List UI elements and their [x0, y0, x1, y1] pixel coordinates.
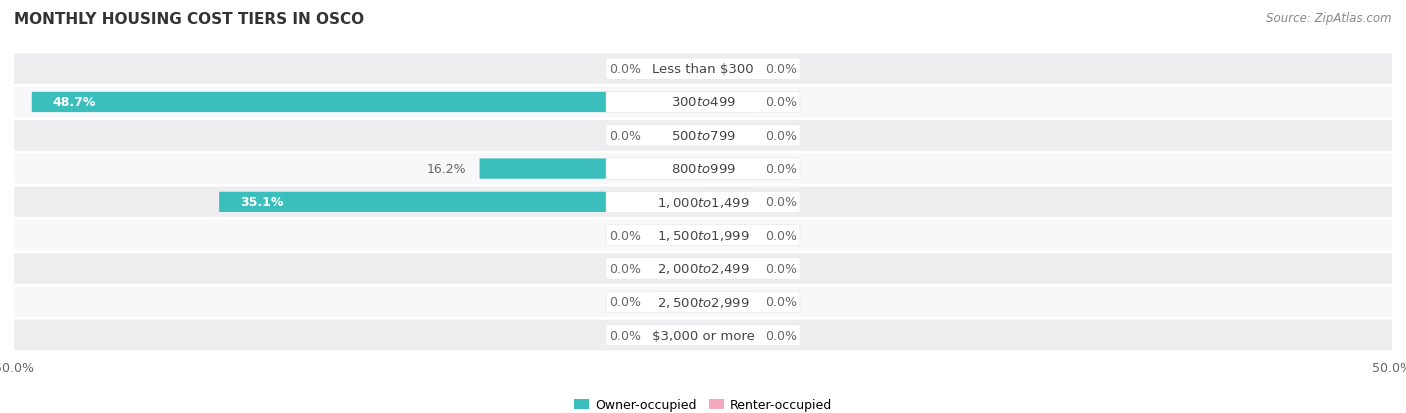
Text: $3,000 or more: $3,000 or more: [651, 329, 755, 342]
FancyBboxPatch shape: [14, 121, 1392, 151]
Text: 0.0%: 0.0%: [609, 329, 641, 342]
FancyBboxPatch shape: [703, 192, 751, 213]
Text: 0.0%: 0.0%: [609, 262, 641, 275]
Text: 0.0%: 0.0%: [765, 262, 797, 275]
Text: $800 to $999: $800 to $999: [671, 163, 735, 176]
Text: 0.0%: 0.0%: [765, 129, 797, 142]
Text: 0.0%: 0.0%: [765, 163, 797, 176]
FancyBboxPatch shape: [14, 254, 1392, 284]
Text: 0.0%: 0.0%: [609, 229, 641, 242]
Text: 0.0%: 0.0%: [765, 229, 797, 242]
FancyBboxPatch shape: [703, 59, 751, 80]
FancyBboxPatch shape: [703, 325, 751, 345]
FancyBboxPatch shape: [655, 259, 703, 279]
Text: 0.0%: 0.0%: [765, 196, 797, 209]
FancyBboxPatch shape: [14, 220, 1392, 251]
FancyBboxPatch shape: [703, 93, 751, 113]
Text: 0.0%: 0.0%: [765, 96, 797, 109]
Text: 0.0%: 0.0%: [609, 63, 641, 76]
FancyBboxPatch shape: [14, 88, 1392, 118]
FancyBboxPatch shape: [606, 125, 800, 147]
FancyBboxPatch shape: [606, 192, 800, 213]
FancyBboxPatch shape: [14, 154, 1392, 185]
Text: 0.0%: 0.0%: [765, 63, 797, 76]
FancyBboxPatch shape: [14, 287, 1392, 317]
FancyBboxPatch shape: [219, 192, 703, 213]
FancyBboxPatch shape: [606, 159, 800, 180]
FancyBboxPatch shape: [703, 259, 751, 279]
Text: $300 to $499: $300 to $499: [671, 96, 735, 109]
FancyBboxPatch shape: [655, 325, 703, 345]
FancyBboxPatch shape: [655, 292, 703, 312]
FancyBboxPatch shape: [14, 54, 1392, 85]
FancyBboxPatch shape: [606, 225, 800, 246]
Text: $500 to $799: $500 to $799: [671, 129, 735, 142]
Text: 0.0%: 0.0%: [609, 296, 641, 309]
FancyBboxPatch shape: [655, 126, 703, 146]
FancyBboxPatch shape: [655, 225, 703, 246]
Text: $1,500 to $1,999: $1,500 to $1,999: [657, 229, 749, 242]
FancyBboxPatch shape: [479, 159, 703, 179]
Text: 16.2%: 16.2%: [426, 163, 465, 176]
FancyBboxPatch shape: [606, 258, 800, 280]
FancyBboxPatch shape: [655, 59, 703, 80]
FancyBboxPatch shape: [606, 292, 800, 313]
FancyBboxPatch shape: [703, 225, 751, 246]
FancyBboxPatch shape: [606, 59, 800, 80]
Legend: Owner-occupied, Renter-occupied: Owner-occupied, Renter-occupied: [568, 393, 838, 413]
Text: 0.0%: 0.0%: [609, 129, 641, 142]
Text: Less than $300: Less than $300: [652, 63, 754, 76]
Text: 35.1%: 35.1%: [240, 196, 284, 209]
Text: 0.0%: 0.0%: [765, 329, 797, 342]
Text: Source: ZipAtlas.com: Source: ZipAtlas.com: [1267, 12, 1392, 25]
Text: 0.0%: 0.0%: [765, 296, 797, 309]
FancyBboxPatch shape: [703, 126, 751, 146]
FancyBboxPatch shape: [14, 187, 1392, 218]
FancyBboxPatch shape: [606, 325, 800, 346]
Text: $2,000 to $2,499: $2,000 to $2,499: [657, 262, 749, 276]
FancyBboxPatch shape: [32, 93, 703, 113]
Text: $2,500 to $2,999: $2,500 to $2,999: [657, 295, 749, 309]
FancyBboxPatch shape: [703, 159, 751, 179]
Text: MONTHLY HOUSING COST TIERS IN OSCO: MONTHLY HOUSING COST TIERS IN OSCO: [14, 12, 364, 27]
FancyBboxPatch shape: [606, 92, 800, 113]
FancyBboxPatch shape: [703, 292, 751, 312]
FancyBboxPatch shape: [14, 320, 1392, 351]
Text: $1,000 to $1,499: $1,000 to $1,499: [657, 195, 749, 209]
Text: 48.7%: 48.7%: [52, 96, 96, 109]
